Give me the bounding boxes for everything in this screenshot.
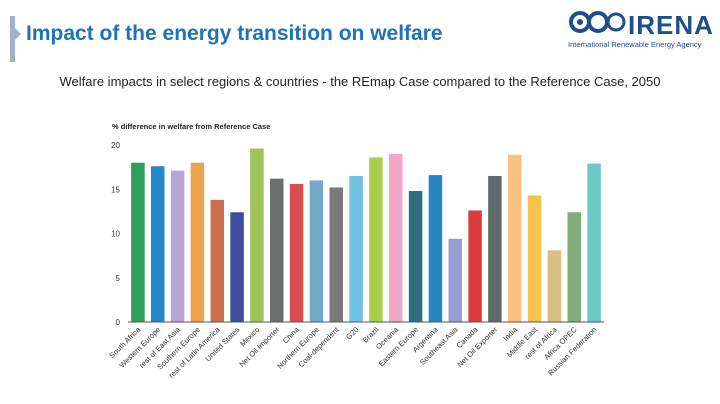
chart-subtitle: Welfare impacts in select regions & coun… <box>59 74 661 89</box>
y-tick-label: 10 <box>111 230 120 239</box>
bars <box>131 148 601 322</box>
bar-united-states <box>230 212 244 322</box>
bar-northern-europe <box>309 180 324 322</box>
y-axis: 0 5 10 15 20 <box>111 141 120 327</box>
bar-rest-of-latin-america <box>210 199 224 322</box>
logo-tagline: International Renewable Energy Agency <box>568 40 702 49</box>
bar-south-africa <box>131 162 145 322</box>
title-accent-bar <box>10 16 15 62</box>
bar-china <box>289 183 304 322</box>
bar-mexico <box>250 148 264 322</box>
bar-rest-of-africa <box>547 250 562 322</box>
irena-logo-icon <box>569 11 626 33</box>
bar-africa-opec <box>567 212 581 322</box>
bar-net-oil-exporter <box>488 175 502 322</box>
bar-southern-europe <box>190 162 205 322</box>
y-axis-label: % difference in welfare from Reference C… <box>112 122 271 131</box>
bar-g20 <box>349 175 363 322</box>
title-accent-chevron <box>15 28 21 40</box>
slide-title: Impact of the energy transition on welfa… <box>26 22 443 45</box>
irena-logo: IRENA International Renewable Energy Age… <box>568 8 714 56</box>
bar-coal-dependent <box>329 187 343 322</box>
bar-brazil <box>369 157 383 322</box>
y-tick-label: 0 <box>116 318 121 327</box>
bar-southeast-asia <box>448 238 462 322</box>
bar-oceania <box>389 153 403 322</box>
bar-argentina <box>428 175 443 322</box>
logo-wordmark: IRENA <box>628 10 714 40</box>
bar-rest-of-east-asia <box>170 170 185 322</box>
x-tick-label: G20 <box>344 325 360 341</box>
bar-india <box>508 154 522 322</box>
bar-canada <box>468 210 482 322</box>
bar-net-oil-importer <box>270 178 284 322</box>
bar-eastern-europe <box>408 191 423 322</box>
y-tick-label: 15 <box>111 185 120 194</box>
bar-russian-federation <box>587 163 601 322</box>
bar-western-europe <box>151 166 165 322</box>
y-tick-label: 5 <box>116 274 121 283</box>
y-tick-label: 20 <box>111 141 120 150</box>
bar-middle-east <box>527 195 542 322</box>
